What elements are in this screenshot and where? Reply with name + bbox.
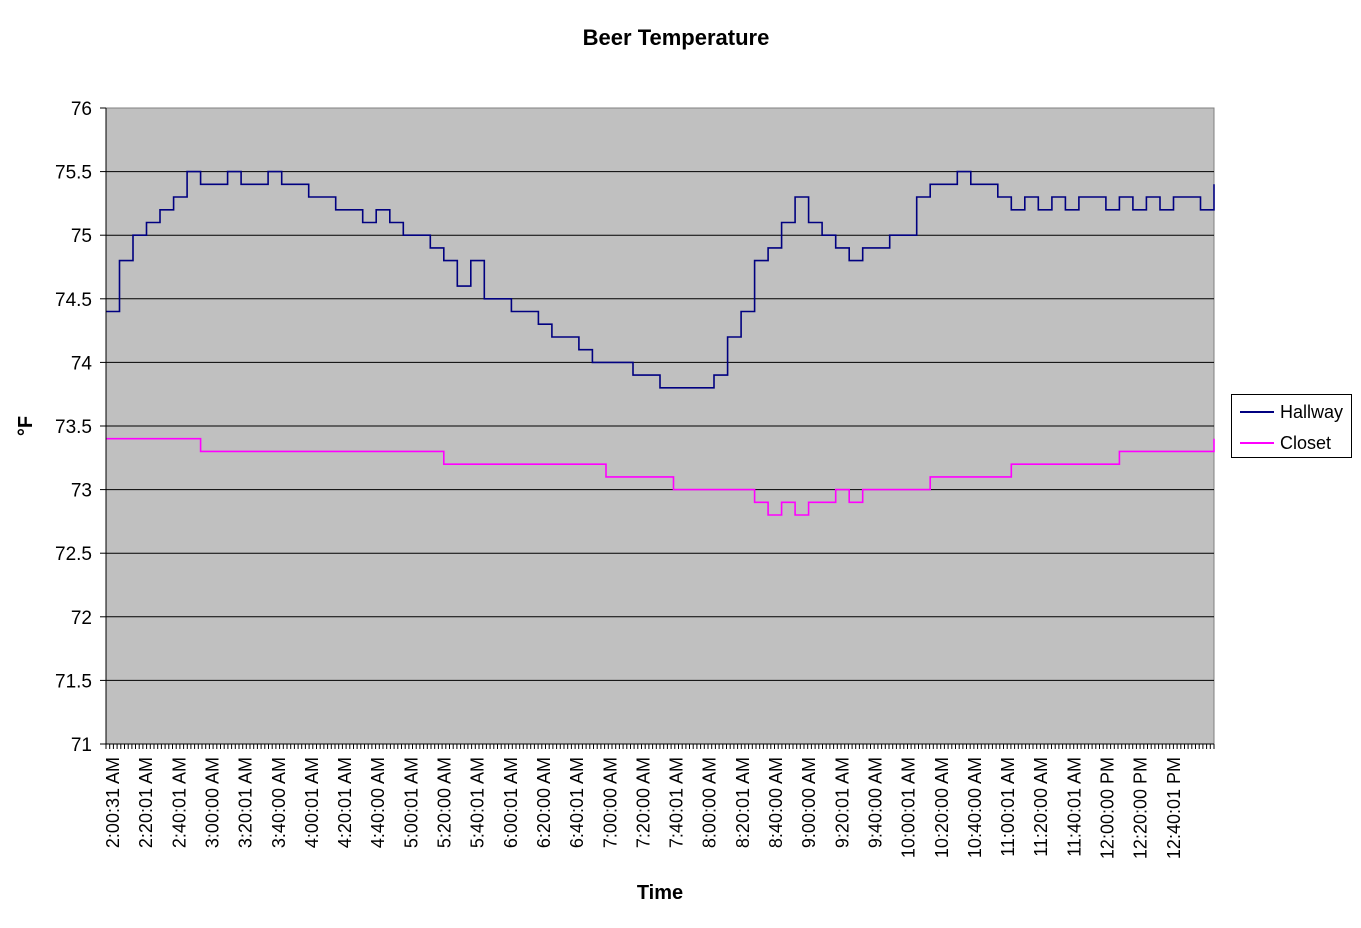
x-minor-ticks: [105, 744, 1215, 749]
legend-item-closet: Closet: [1240, 432, 1331, 454]
x-tick-label: 5:20:00 AM: [435, 757, 455, 848]
x-tick-label: 2:40:01 AM: [169, 757, 189, 848]
x-tick-label: 12:00:00 PM: [1098, 757, 1118, 859]
x-tick-label: 4:00:01 AM: [302, 757, 322, 848]
legend: Hallway Closet: [1231, 394, 1352, 458]
x-tick-label: 4:40:00 AM: [368, 757, 388, 848]
x-tick-label: 7:40:01 AM: [667, 757, 687, 848]
x-tick-label: 5:40:01 AM: [468, 757, 488, 848]
x-tick-label: 8:40:00 AM: [766, 757, 786, 848]
y-tick-label: 75: [71, 226, 92, 247]
x-tick-label: 9:20:01 AM: [832, 757, 852, 848]
x-axis-label: Time: [637, 882, 683, 904]
x-tick-label: 9:00:00 AM: [799, 757, 819, 848]
x-tick-label: 7:00:00 AM: [600, 757, 620, 848]
x-tick-label: 10:00:01 AM: [899, 757, 919, 858]
x-tick-label: 6:00:01 AM: [501, 757, 521, 848]
x-tick-label: 5:00:01 AM: [401, 757, 421, 848]
x-tick-label: 12:20:00 PM: [1131, 757, 1151, 859]
x-tick-label: 2:20:01 AM: [136, 757, 156, 848]
chart-title: Beer Temperature: [583, 25, 770, 50]
y-tick-labels: 71 71.5 72 72.5 73 73.5 74 74.5 75 75.5 76: [55, 99, 106, 756]
y-tick-label: 71: [71, 735, 92, 756]
x-tick-label: 10:20:00 AM: [932, 757, 952, 858]
x-tick-label: 4:20:01 AM: [335, 757, 355, 848]
gridlines: [106, 171, 1214, 681]
y-tick-label: 74.5: [55, 290, 92, 311]
y-tick-label: 73.5: [55, 417, 92, 438]
x-tick-label: 11:40:01 AM: [1064, 757, 1084, 857]
legend-label-hallway: Hallway: [1280, 401, 1344, 422]
x-tick-label: 9:40:00 AM: [865, 757, 885, 848]
y-tick-label: 72.5: [55, 544, 92, 565]
x-tick-label: 3:00:00 AM: [202, 757, 222, 848]
x-tick-label: 2:00:31 AM: [103, 757, 123, 848]
y-axis-label: °F: [15, 416, 37, 436]
x-tick-label: 11:00:01 AM: [998, 757, 1018, 857]
y-tick-label: 73: [71, 481, 92, 502]
series-line-hallway: [106, 170, 1215, 389]
x-tick-label: 8:20:01 AM: [733, 757, 753, 848]
legend-swatch-hallway: [1240, 411, 1274, 413]
x-tick-labels: 2:00:31 AM 2:20:01 AM 2:40:01 AM 3:00:00 AM…: [103, 757, 1184, 859]
y-tick-label: 76: [71, 99, 92, 120]
x-tick-label: 6:40:01 AM: [567, 757, 587, 848]
series-lines: [106, 170, 1215, 516]
x-tick-label: 3:20:01 AM: [236, 757, 256, 848]
x-tick-label: 3:40:00 AM: [269, 757, 289, 848]
y-tick-label: 72: [71, 608, 92, 629]
x-tick-label: 7:20:00 AM: [633, 757, 653, 848]
x-tick-label: 6:20:00 AM: [534, 757, 554, 848]
y-tick-label: 74: [71, 353, 93, 374]
legend-item-hallway: Hallway: [1240, 401, 1343, 423]
x-tick-label: 8:00:00 AM: [700, 757, 720, 848]
x-tick-label: 12:40:01 PM: [1164, 757, 1184, 859]
legend-swatch-closet: [1240, 442, 1274, 444]
x-tick-label: 10:40:00 AM: [965, 757, 985, 858]
x-tick-label: 11:20:00 AM: [1031, 757, 1051, 857]
y-tick-label: 71.5: [55, 671, 92, 692]
y-tick-label: 75.5: [55, 163, 92, 184]
legend-label-closet: Closet: [1280, 432, 1332, 453]
series-line-closet: [106, 437, 1215, 516]
